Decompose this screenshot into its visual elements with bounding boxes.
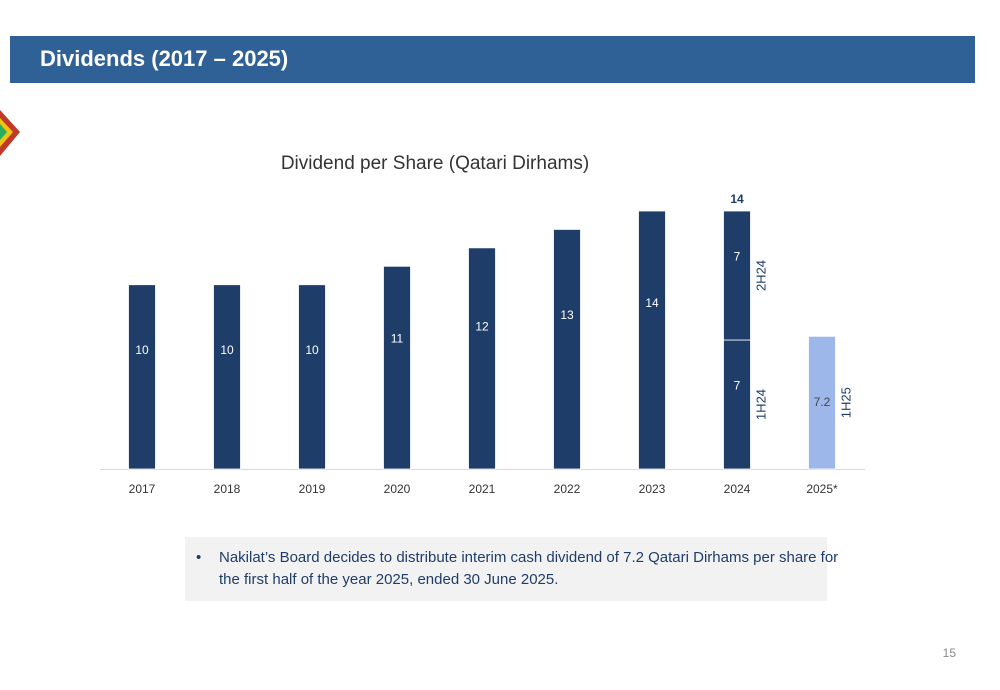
chart-title: Dividend per Share (Qatari Dirhams) [281,153,589,174]
x-tick-label: 2018 [214,482,241,496]
data-label: 7.2 [814,395,831,409]
x-tick-label: 2025* [806,482,838,496]
bar-segment [383,265,411,470]
header-bar [10,36,975,83]
bar-segment [808,335,836,470]
data-label: 14 [645,296,659,310]
note-line: the first half of the year 2025, ended 3… [219,571,558,588]
bar-segment [128,284,156,470]
bar-segment [553,229,581,470]
bar-segment [298,284,326,470]
logo [0,110,20,156]
x-tick-label: 2019 [299,482,326,496]
segment-side-label: 2H24 [753,260,768,291]
data-label: 7 [734,379,741,393]
bar-segment [468,247,496,470]
data-label: 10 [135,343,149,357]
x-tick-label: 2022 [554,482,581,496]
segment-side-label: 1H24 [753,389,768,420]
data-label: 10 [220,343,234,357]
data-label: 7 [734,250,741,264]
data-label: 11 [391,331,404,345]
data-label: 12 [475,320,489,334]
segment-side-label: 1H25 [838,387,853,418]
x-tick-label: 2024 [724,482,751,496]
x-tick-label: 2017 [129,482,156,496]
data-label: 13 [560,308,574,322]
bar-segment [723,210,751,341]
bar-segment [723,339,751,470]
note-box [185,537,827,601]
page-number: 15 [943,646,957,660]
bar-segment [638,210,666,470]
data-label: 10 [305,343,319,357]
header-title: Dividends (2017 – 2025) [40,46,288,71]
note-line: Nakilat’s Board decides to distribute in… [219,549,838,566]
x-tick-label: 2021 [469,482,496,496]
x-tick-label: 2020 [384,482,411,496]
total-label: 14 [730,192,744,206]
bar-segment [213,284,241,470]
note-bullet: • [196,549,201,566]
x-tick-label: 2023 [639,482,666,496]
